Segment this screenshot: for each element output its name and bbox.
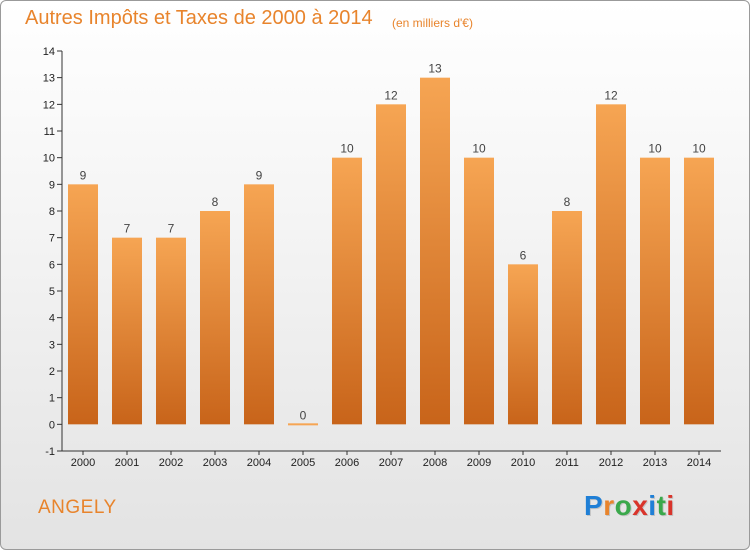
x-tick-label: 2000 [71, 457, 95, 469]
bar-value-label: 7 [124, 222, 131, 236]
bar [332, 157, 362, 425]
logo-letter: i [666, 490, 675, 521]
bar [288, 423, 318, 426]
chart-subtitle: (en milliers d'€) [392, 16, 473, 30]
bar-value-label: 10 [692, 142, 706, 156]
y-tick-label: 8 [49, 206, 55, 218]
bar [156, 237, 186, 425]
bar-value-label: 13 [428, 62, 442, 76]
bar-value-label: 10 [472, 142, 486, 156]
logo-letter: t [656, 490, 667, 521]
x-tick-label: 2014 [687, 457, 711, 469]
x-tick-label: 2001 [115, 457, 139, 469]
y-tick-label: 14 [43, 46, 55, 58]
bar-value-label: 10 [340, 142, 354, 156]
y-tick-label: 3 [49, 339, 55, 351]
logo-letter: r [603, 490, 615, 521]
bar-value-label: 9 [256, 168, 263, 182]
bar-value-label: 0 [300, 408, 307, 422]
bar-value-label: 12 [604, 88, 618, 102]
x-tick-label: 2012 [599, 457, 623, 469]
x-tick-label: 2004 [247, 457, 271, 469]
bar-value-label: 10 [648, 142, 662, 156]
logo-letter: x [632, 490, 649, 521]
y-tick-label: 2 [49, 366, 55, 378]
x-tick-label: 2005 [291, 457, 315, 469]
x-tick-label: 2008 [423, 457, 447, 469]
bar-value-label: 9 [80, 168, 87, 182]
y-tick-label: 10 [43, 153, 55, 165]
bar [596, 104, 626, 425]
y-tick-label: 4 [49, 313, 55, 325]
y-tick-label: 0 [49, 419, 55, 431]
x-tick-label: 2003 [203, 457, 227, 469]
x-tick-label: 2013 [643, 457, 667, 469]
y-tick-label: 7 [49, 233, 55, 245]
bar [684, 157, 714, 425]
x-tick-label: 2009 [467, 457, 491, 469]
x-tick-label: 2010 [511, 457, 535, 469]
y-tick-label: 5 [49, 286, 55, 298]
commune-name: ANGELY [38, 497, 117, 518]
bar [112, 237, 142, 425]
proxiti-logo[interactable]: Proxiti [584, 490, 675, 522]
bar [200, 211, 230, 425]
y-tick-label: 1 [49, 393, 55, 405]
logo-letter: o [614, 490, 633, 521]
y-tick-label: 13 [43, 73, 55, 85]
bar [464, 157, 494, 425]
x-tick-label: 2011 [555, 457, 579, 469]
bar-value-label: 8 [212, 195, 219, 209]
bar-value-label: 12 [384, 88, 398, 102]
y-tick-label: -1 [45, 446, 55, 458]
bar [508, 264, 538, 425]
y-tick-label: 11 [44, 126, 55, 138]
bar [376, 104, 406, 425]
bar-value-label: 7 [168, 222, 175, 236]
y-tick-label: 9 [49, 179, 55, 191]
chart-title: Autres Impôts et Taxes de 2000 à 2014 [25, 7, 373, 29]
bar [420, 77, 450, 425]
logo-letter: P [584, 490, 604, 521]
x-tick-label: 2002 [159, 457, 183, 469]
logo-letter: i [648, 490, 657, 521]
bar [640, 157, 670, 425]
bar [244, 184, 274, 425]
y-tick-label: 12 [43, 99, 55, 111]
bar [552, 211, 582, 425]
y-tick-label: 6 [49, 259, 55, 271]
bar-value-label: 8 [564, 195, 571, 209]
x-tick-label: 2007 [379, 457, 403, 469]
bar [68, 184, 98, 425]
bar-value-label: 6 [520, 248, 527, 262]
x-tick-label: 2006 [335, 457, 359, 469]
